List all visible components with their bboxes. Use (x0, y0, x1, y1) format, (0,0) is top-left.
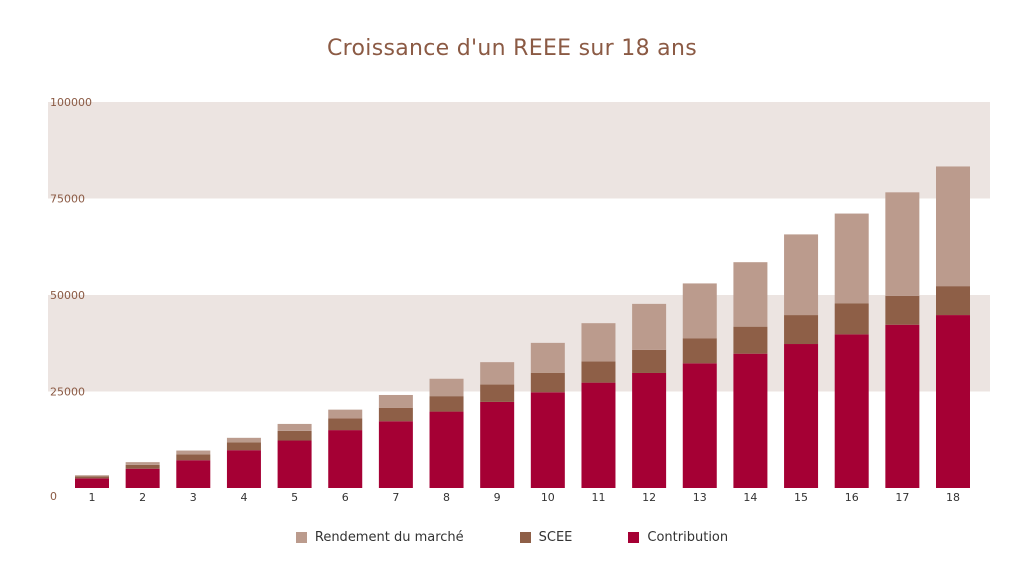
bar-rendement-du-march (834, 213, 869, 304)
bar-scee (733, 326, 768, 354)
y-tick-label: 100000 (50, 96, 92, 109)
bar-contribution (75, 478, 109, 488)
x-tick-label: 13 (693, 491, 707, 504)
bar-contribution (429, 411, 464, 488)
bar-rendement-du-march (682, 283, 717, 339)
bar-scee (885, 295, 920, 325)
y-tick-label: 25000 (50, 386, 85, 399)
bar-contribution (632, 372, 667, 488)
bar-contribution (328, 430, 363, 488)
x-tick-label: 1 (89, 491, 96, 504)
x-tick-label: 8 (443, 491, 450, 504)
bar-scee (480, 384, 515, 402)
x-tick-label: 4 (240, 491, 247, 504)
x-tick-label: 7 (392, 491, 399, 504)
grid-band (48, 295, 990, 392)
bar-scee (784, 315, 819, 345)
bar-contribution (682, 363, 717, 488)
bar-scee (125, 464, 160, 469)
bar-scee (277, 430, 312, 441)
chart-title: Croissance d'un REEE sur 18 ans (327, 36, 697, 61)
bar-contribution (885, 324, 920, 488)
legend: Rendement du marché SCEE Contribution (0, 530, 1024, 545)
bar-contribution (277, 440, 312, 488)
bar-contribution (936, 315, 970, 488)
legend-label: SCEE (538, 530, 573, 545)
bars (75, 166, 970, 488)
bar-contribution (834, 334, 869, 488)
bar-rendement-du-march (885, 192, 920, 296)
grid-band (48, 102, 990, 199)
bar-rendement-du-march (784, 234, 819, 316)
bar-rendement-du-march (176, 450, 211, 455)
x-tick-label: 11 (591, 491, 605, 504)
y-tick-label: 50000 (50, 289, 85, 302)
bar-scee (328, 418, 363, 431)
bar-rendement-du-march (226, 437, 261, 443)
x-tick-label: 17 (895, 491, 909, 504)
bar-scee (682, 338, 717, 364)
grid-bands (48, 102, 990, 392)
x-tick-label: 6 (342, 491, 349, 504)
bar-scee (226, 442, 261, 451)
bar-contribution (125, 468, 160, 488)
y-tick-label: 75000 (50, 193, 85, 206)
bar-contribution (530, 392, 565, 488)
bar-scee (632, 349, 667, 373)
bar-scee (429, 396, 464, 412)
bar-rendement-du-march (125, 462, 160, 465)
legend-label: Rendement du marché (314, 530, 464, 545)
bar-contribution (581, 382, 616, 488)
bar-scee (834, 303, 869, 335)
x-tick-label: 3 (190, 491, 197, 504)
bar-rendement-du-march (632, 303, 667, 350)
legend-item: Contribution (628, 530, 728, 545)
bar-rendement-du-march (480, 362, 515, 385)
bar-contribution (733, 353, 768, 488)
x-tick-label: 2 (139, 491, 146, 504)
bar-rendement-du-march (530, 342, 565, 373)
x-tick-label: 14 (743, 491, 757, 504)
x-axis-ticks: 1 2 3 4 5 6 7 8 9 10 11 12 13 14 15 16 17 18 (89, 491, 961, 504)
bar-rendement-du-march (378, 394, 413, 408)
legend-item: Rendement du marché (295, 530, 464, 545)
x-tick-label: 9 (494, 491, 501, 504)
x-tick-label: 18 (946, 491, 960, 504)
bar-scee (378, 407, 413, 422)
legend-label: Contribution (647, 530, 729, 545)
bar-rendement-du-march (75, 475, 109, 477)
x-tick-label: 12 (642, 491, 656, 504)
bar-contribution (784, 344, 819, 488)
bar-rendement-du-march (328, 409, 363, 419)
bar-contribution (480, 401, 515, 488)
bar-scee (530, 372, 565, 393)
bar-scee (581, 361, 616, 383)
bar-scee (936, 286, 970, 316)
bar-rendement-du-march (581, 323, 616, 362)
y-axis-ticks: 0 25000 50000 75000 100000 (50, 96, 92, 503)
bar-rendement-du-march (429, 378, 464, 397)
legend-swatch (519, 532, 531, 543)
x-tick-label: 5 (291, 491, 298, 504)
bar-rendement-du-march (733, 262, 768, 327)
bar-contribution (378, 421, 413, 488)
bar-contribution (176, 460, 211, 488)
bar-rendement-du-march (936, 166, 970, 287)
bar-rendement-du-march (277, 423, 312, 431)
x-tick-label: 15 (794, 491, 808, 504)
x-tick-label: 16 (845, 491, 859, 504)
legend-swatch (295, 532, 307, 543)
legend-swatch (628, 532, 640, 543)
legend-item: SCEE (519, 530, 573, 545)
bar-contribution (226, 450, 261, 488)
y-tick-label: 0 (50, 490, 57, 503)
bar-scee (75, 476, 109, 479)
x-tick-label: 10 (541, 491, 555, 504)
bar-scee (176, 454, 211, 461)
